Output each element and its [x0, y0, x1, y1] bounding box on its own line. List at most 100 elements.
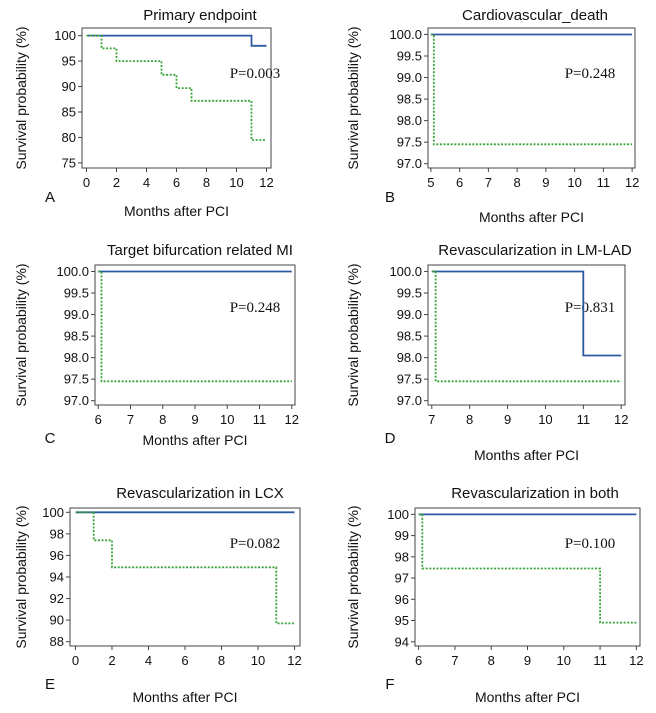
x-tick-label: 4 — [143, 175, 150, 190]
panel-letter: B — [385, 189, 395, 206]
y-tick-label: 98.0 — [64, 350, 89, 365]
x-tick-label: 7 — [451, 653, 458, 668]
y-tick-label: 94 — [50, 570, 64, 585]
x-tick-label: 10 — [229, 175, 243, 190]
y-axis-label: Survival probability (%) — [345, 505, 361, 648]
p-value-annotation: P=0.831 — [565, 300, 616, 316]
x-tick-label: 12 — [625, 175, 639, 190]
y-tick-label: 90 — [62, 79, 76, 94]
km-curve-group2 — [418, 513, 637, 624]
x-axis-label: Months after PCI — [475, 689, 580, 705]
x-tick-label: 10 — [538, 412, 552, 427]
p-value-annotation: P=0.100 — [565, 536, 616, 552]
km-curve-group1 — [86, 34, 267, 47]
x-axis-label: Months after PCI — [132, 689, 237, 705]
y-tick-label: 99.5 — [64, 286, 89, 301]
y-tick-label: 85 — [62, 105, 76, 120]
x-tick-label: 2 — [113, 175, 120, 190]
p-value-annotation: P=0.248 — [565, 66, 616, 82]
y-tick-label: 100.0 — [56, 264, 89, 279]
y-tick-label: 98 — [50, 526, 64, 541]
panel-c: Target bifurcation related MI 97.0 97.5 98.… — [13, 242, 299, 448]
x-tick-label: 6 — [456, 175, 463, 190]
x-tick-label: 9 — [504, 412, 511, 427]
y-tick-label: 98.0 — [397, 350, 422, 365]
x-tick-label: 11 — [253, 412, 267, 427]
y-tick-label: 100 — [42, 505, 64, 520]
x-tick-label: 6 — [95, 412, 102, 427]
x-tick-label: 12 — [614, 412, 628, 427]
y-tick-label: 99.5 — [397, 49, 422, 64]
y-tick-label: 95 — [395, 613, 409, 628]
y-tick-label: 100.0 — [389, 27, 422, 42]
panel-b: Cardiovascular_death 97.0 97.5 98.0 98.5 99.0… — [345, 7, 639, 225]
panel-f: Revascularization in both949596979899100… — [345, 485, 644, 705]
y-tick-label: 92 — [50, 591, 64, 606]
y-tick-label: 99 — [395, 528, 409, 543]
x-tick-label: 12 — [259, 175, 273, 190]
y-axis-label: Survival probability (%) — [345, 263, 361, 406]
plot-frame — [414, 507, 641, 647]
x-tick-label: 11 — [597, 175, 611, 190]
x-tick-label: 9 — [191, 412, 198, 427]
km-curve-group2 — [86, 34, 267, 141]
x-tick-label: 12 — [629, 653, 643, 668]
x-tick-label: 11 — [593, 653, 607, 668]
km-curve-group2 — [75, 511, 295, 625]
y-tick-label: 98.5 — [64, 329, 89, 344]
x-tick-label: 9 — [524, 653, 531, 668]
panel-title: Primary endpoint — [143, 7, 257, 24]
panel-title: Revascularization in LCX — [116, 485, 284, 502]
x-tick-label: 8 — [466, 412, 473, 427]
y-tick-label: 97 — [395, 571, 409, 586]
y-tick-label: 98.0 — [397, 113, 422, 128]
x-tick-label: 6 — [415, 653, 422, 668]
x-tick-label: 10 — [220, 412, 234, 427]
y-axis-label: Survival probability (%) — [13, 263, 29, 406]
y-tick-label: 99.0 — [397, 70, 422, 85]
y-tick-label: 100 — [387, 507, 409, 522]
panel-letter: D — [385, 430, 396, 447]
y-tick-label: 97.5 — [397, 135, 422, 150]
x-tick-label: 2 — [108, 653, 115, 668]
y-tick-label: 99.0 — [64, 307, 89, 322]
plot-frame — [69, 507, 301, 647]
x-tick-label: 10 — [557, 653, 571, 668]
y-tick-label: 99.5 — [397, 286, 422, 301]
panel-d: Revascularization in LM-LAD 97.0 97.5 98.0 9… — [345, 242, 632, 463]
y-tick-label: 98.5 — [397, 92, 422, 107]
y-tick-label: 100 — [54, 28, 76, 43]
panel-title: Target bifurcation related MI — [107, 242, 293, 259]
y-tick-label: 97.0 — [397, 156, 422, 171]
x-axis-label: Months after PCI — [142, 432, 247, 448]
panel-e: Revascularization in LCX 88 90 92 94 96 98 100 0… — [13, 485, 302, 705]
panel-title: Revascularization in both — [451, 485, 619, 502]
y-axis-label: Survival probability (%) — [13, 26, 29, 169]
x-tick-label: 10 — [251, 653, 265, 668]
y-axis-label: Survival probability (%) — [345, 26, 361, 169]
x-tick-label: 0 — [83, 175, 90, 190]
p-value-annotation: P=0.248 — [230, 300, 281, 316]
x-tick-label: 8 — [488, 653, 495, 668]
plot-frame — [427, 264, 626, 406]
y-tick-label: 90 — [50, 613, 64, 628]
y-tick-label: 97.0 — [64, 393, 89, 408]
x-tick-label: 8 — [514, 175, 521, 190]
y-tick-label: 96 — [50, 548, 64, 563]
y-tick-label: 99.0 — [397, 307, 422, 322]
km-curve-group2 — [98, 270, 292, 383]
panel-title: Cardiovascular_death — [462, 7, 608, 24]
x-tick-label: 7 — [428, 412, 435, 427]
y-tick-label: 97.5 — [64, 372, 89, 387]
panel-letter: A — [45, 189, 55, 206]
km-curve-group1 — [431, 270, 622, 357]
panel-letter: F — [385, 676, 394, 693]
x-axis-label: Months after PCI — [124, 203, 229, 219]
x-tick-label: 8 — [159, 412, 166, 427]
x-tick-label: 12 — [285, 412, 299, 427]
p-value-annotation: P=0.003 — [230, 66, 281, 82]
x-tick-label: 6 — [173, 175, 180, 190]
x-tick-label: 5 — [427, 175, 434, 190]
x-tick-label: 7 — [485, 175, 492, 190]
x-tick-label: 12 — [287, 653, 301, 668]
